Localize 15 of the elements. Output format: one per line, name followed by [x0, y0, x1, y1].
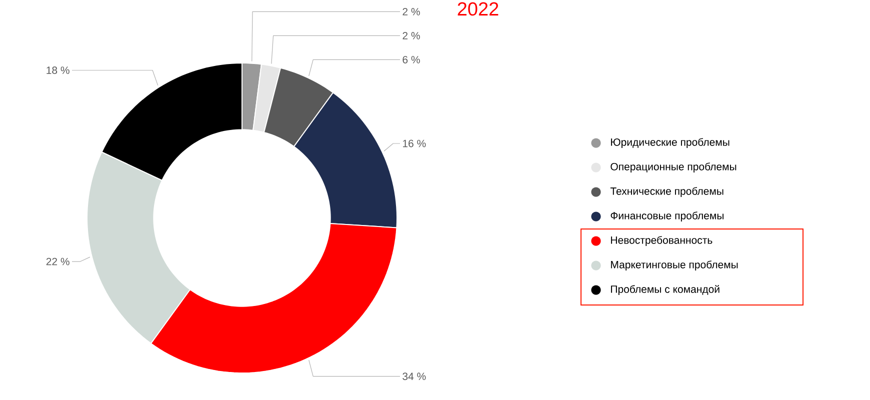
data-label: 34 %: [402, 372, 426, 380]
data-label: 2 %: [402, 8, 420, 16]
legend-label: Технические проблемы: [610, 187, 724, 197]
data-label: 16 %: [403, 140, 426, 148]
data-label: 6 %: [402, 56, 420, 64]
chart-title: 2022: [458, 2, 498, 16]
legend-label: Проблемы с командой: [611, 285, 720, 295]
legend-label: Маркетинговые проблемы: [611, 260, 738, 270]
legend-label: Невостребованность: [611, 236, 712, 246]
legend-label: Юридические проблемы: [611, 138, 730, 148]
legend-label: Финансовые проблемы: [610, 212, 724, 222]
data-label: 2 %: [402, 32, 420, 40]
legend-label: Операционные проблемы: [610, 162, 736, 172]
data-label: 18 %: [46, 66, 70, 74]
data-label: 22 %: [46, 258, 70, 266]
